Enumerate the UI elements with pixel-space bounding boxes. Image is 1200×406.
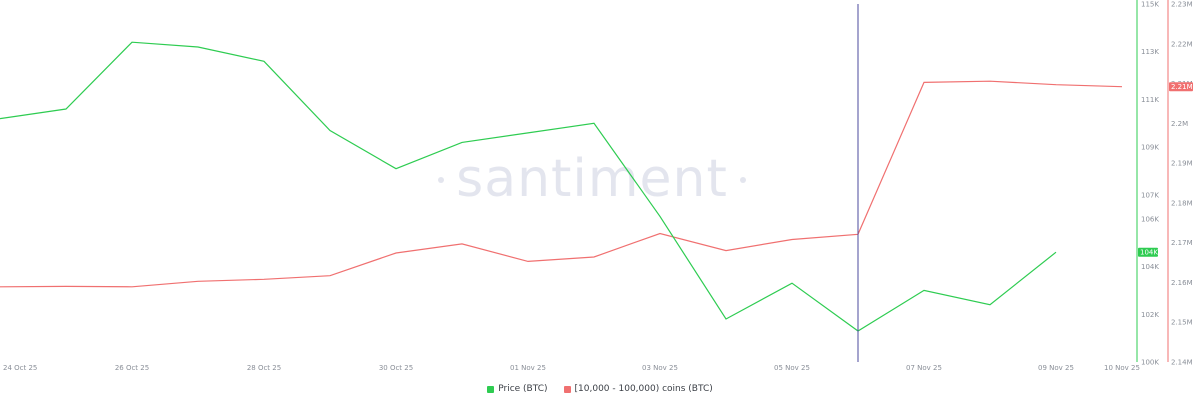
price-badge-label: 104K bbox=[1140, 249, 1158, 257]
holders-tick-label: 2.22M bbox=[1171, 40, 1193, 48]
price-tick-label: 109K bbox=[1141, 144, 1159, 152]
price-current-badge: 104K bbox=[1138, 247, 1158, 257]
holders-tick-label: 2.17M bbox=[1171, 239, 1193, 247]
holders-axis-ticks: 2.14M 2.15M 2.16M 2.17M 2.18M 2.19M 2.2M 2.21M 2… bbox=[1171, 1, 1193, 367]
holders-tick-label: 2.23M bbox=[1171, 1, 1193, 9]
chart-legend: Price (BTC) [10,000 - 100,000) coins (BT… bbox=[0, 384, 1200, 394]
x-tick-label: 09 Nov 25 bbox=[1038, 364, 1074, 372]
price-series-line[interactable] bbox=[0, 41, 1057, 332]
price-tick-label: 106K bbox=[1141, 215, 1159, 223]
holders-badge-label: 2.21M bbox=[1171, 83, 1193, 91]
price-tick-label: 115K bbox=[1141, 1, 1159, 9]
x-tick-label: 26 Oct 25 bbox=[115, 364, 149, 372]
x-tick-label: 24 Oct 25 bbox=[3, 364, 37, 372]
holders-current-badge: 2.21M bbox=[1169, 82, 1193, 92]
x-tick-label: 10 Nov 25 bbox=[1104, 364, 1140, 372]
legend-swatch-price bbox=[487, 385, 495, 393]
legend-swatch-holders bbox=[563, 385, 571, 393]
legend-item-price[interactable]: Price (BTC) bbox=[487, 384, 548, 394]
legend-item-holders[interactable]: [10,000 - 100,000) coins (BTC) bbox=[563, 384, 713, 394]
price-tick-label: 111K bbox=[1141, 96, 1159, 104]
holders-tick-label: 2.14M bbox=[1171, 359, 1193, 367]
watermark-dot-left bbox=[438, 177, 444, 183]
x-tick-label: 07 Nov 25 bbox=[906, 364, 942, 372]
holders-tick-label: 2.2M bbox=[1171, 120, 1188, 128]
legend-label-price: Price (BTC) bbox=[498, 384, 548, 394]
price-tick-label: 113K bbox=[1141, 48, 1159, 56]
watermark-dot-right bbox=[740, 177, 746, 183]
santiment-watermark: santiment bbox=[438, 149, 746, 209]
x-tick-label: 05 Nov 25 bbox=[774, 364, 810, 372]
price-tick-label: 100K bbox=[1141, 359, 1159, 367]
x-axis-ticks: 24 Oct 25 26 Oct 25 28 Oct 25 30 Oct 25 01 N… bbox=[3, 364, 1140, 372]
holders-series-line[interactable] bbox=[0, 80, 1123, 288]
price-tick-label: 104K bbox=[1141, 263, 1159, 271]
price-tick-label: 107K bbox=[1141, 191, 1159, 199]
holders-tick-label: 2.18M bbox=[1171, 199, 1193, 207]
x-tick-label: 01 Nov 25 bbox=[510, 364, 546, 372]
x-tick-label: 03 Nov 25 bbox=[642, 364, 678, 372]
price-tick-label: 102K bbox=[1141, 311, 1159, 319]
x-tick-label: 30 Oct 25 bbox=[379, 364, 413, 372]
legend-label-holders: [10,000 - 100,000) coins (BTC) bbox=[574, 384, 713, 394]
price-axis-ticks: 100K 102K 104K 106K 107K 109K 111K 113K 115K bbox=[1141, 1, 1159, 367]
x-tick-label: 28 Oct 25 bbox=[247, 364, 281, 372]
watermark-text: santiment bbox=[456, 149, 728, 209]
holders-tick-label: 2.16M bbox=[1171, 279, 1193, 287]
holders-tick-label: 2.19M bbox=[1171, 160, 1193, 168]
holders-tick-label: 2.15M bbox=[1171, 319, 1193, 327]
